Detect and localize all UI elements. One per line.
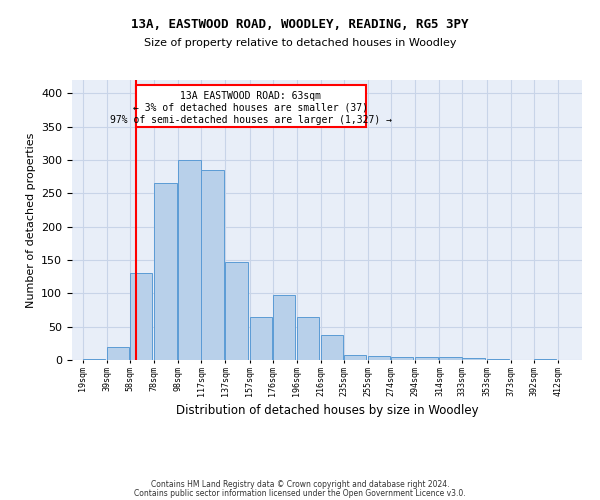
Bar [272,294,295,360]
Bar [391,358,413,360]
Text: Size of property relative to detached houses in Woodley: Size of property relative to detached ho… [144,38,456,48]
Bar [83,358,105,360]
Text: Contains public sector information licensed under the Open Government Licence v3: Contains public sector information licen… [134,489,466,498]
Bar [487,358,509,360]
Bar [226,262,248,360]
Bar [415,356,437,360]
Bar [368,356,391,360]
FancyBboxPatch shape [136,86,365,126]
Y-axis label: Number of detached properties: Number of detached properties [26,132,35,308]
Text: 97% of semi-detached houses are larger (1,327) →: 97% of semi-detached houses are larger (… [110,114,392,124]
Bar [178,160,201,360]
Bar [321,334,343,360]
Bar [202,170,224,360]
Text: 13A, EASTWOOD ROAD, WOODLEY, READING, RG5 3PY: 13A, EASTWOOD ROAD, WOODLEY, READING, RG… [131,18,469,30]
Bar [463,358,485,360]
Bar [250,316,272,360]
Bar [439,358,462,360]
Bar [130,274,152,360]
Bar [297,316,319,360]
Bar [344,354,366,360]
X-axis label: Distribution of detached houses by size in Woodley: Distribution of detached houses by size … [176,404,478,417]
Bar [154,184,176,360]
Text: ← 3% of detached houses are smaller (37): ← 3% of detached houses are smaller (37) [133,102,368,113]
Bar [107,346,130,360]
Text: Contains HM Land Registry data © Crown copyright and database right 2024.: Contains HM Land Registry data © Crown c… [151,480,449,489]
Text: 13A EASTWOOD ROAD: 63sqm: 13A EASTWOOD ROAD: 63sqm [181,90,322,101]
